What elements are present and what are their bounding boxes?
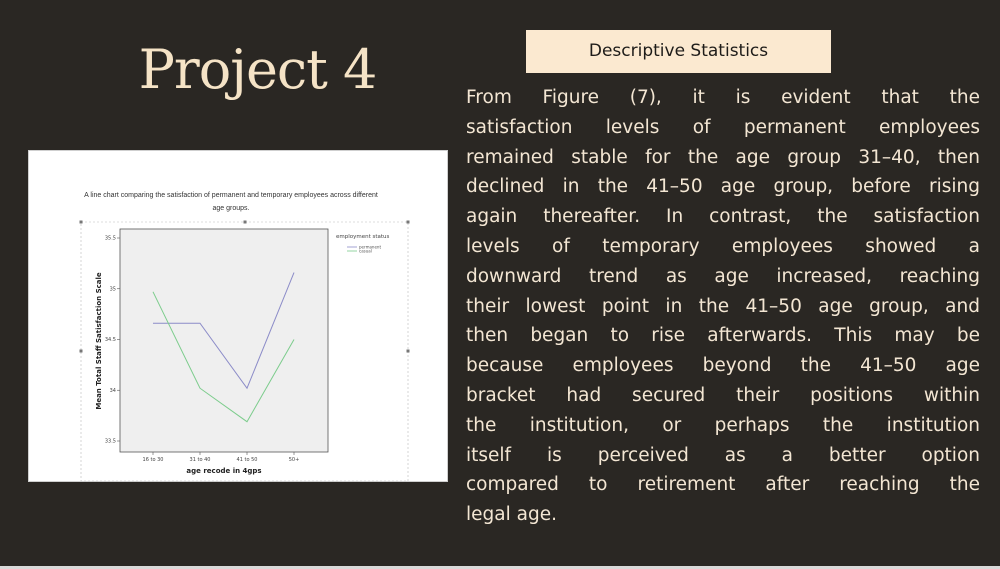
body-line: again thereafter. In contrast, the satis… bbox=[466, 206, 980, 228]
body-line: downward trend as age increased, reachin… bbox=[466, 265, 980, 287]
body-line: levels of temporary employees showed a bbox=[466, 235, 980, 257]
body-line: bracket had secured their positions with… bbox=[466, 384, 980, 406]
series-line-casual bbox=[152, 291, 295, 423]
plot-area bbox=[119, 228, 329, 453]
section-label: Descriptive Statistics bbox=[526, 30, 831, 73]
line-chart-image: A line chart comparing the satisfaction … bbox=[28, 150, 448, 482]
body-line: remained stable for the age group 31–40,… bbox=[466, 146, 980, 168]
body-line: declined in the 41–50 age group, before … bbox=[466, 176, 980, 198]
chart-title: A line chart comparing the satisfaction … bbox=[84, 192, 378, 199]
slide-title: Project 4 bbox=[138, 38, 378, 101]
legend-label-casual: casual bbox=[359, 249, 372, 254]
bottom-strip bbox=[0, 566, 1000, 569]
body-line: legal age. bbox=[466, 504, 557, 526]
y-axis-label: Mean Total Staff Satisfaction Scale bbox=[95, 272, 103, 410]
y-tick-label: 35 bbox=[110, 286, 116, 292]
body-line: because employees beyond the 41–50 age bbox=[466, 355, 980, 377]
x-tick-label: 41 to 50 bbox=[237, 457, 258, 463]
body-line: From Figure (7), it is evident that the bbox=[466, 87, 980, 108]
resize-handle bbox=[243, 220, 247, 224]
y-tick-label: 33.5 bbox=[105, 439, 116, 445]
body-line: the institution, or perhaps the institut… bbox=[466, 414, 980, 436]
resize-handle bbox=[406, 220, 410, 224]
legend-label-permanent: permanent bbox=[359, 245, 381, 250]
body-line: then began to rise afterwards. This may … bbox=[466, 325, 980, 347]
body-line: itself is perceived as a better option bbox=[466, 444, 980, 466]
series-line-permanent bbox=[153, 272, 295, 390]
legend-title: employment status bbox=[336, 234, 390, 240]
line-chart: A line chart comparing the satisfaction … bbox=[79, 192, 410, 482]
y-tick-label: 34 bbox=[110, 388, 116, 394]
x-tick-label: 16 to 30 bbox=[143, 457, 164, 463]
body-paragraph: From Figure (7), it is evident that the s… bbox=[466, 83, 980, 530]
y-tick-label: 34.5 bbox=[105, 337, 116, 343]
x-tick-label: 31 to 40 bbox=[190, 457, 211, 463]
resize-handle bbox=[79, 349, 83, 353]
body-line: satisfaction levels of permanent employe… bbox=[466, 116, 980, 138]
body-line: their lowest point in the 41–50 age grou… bbox=[466, 295, 980, 317]
y-tick-label: 35.5 bbox=[105, 236, 116, 242]
resize-handle bbox=[79, 220, 83, 224]
resize-handle bbox=[406, 349, 410, 353]
x-axis-label: age recode in 4gps bbox=[186, 467, 261, 475]
body-line: compared to retirement after reaching th… bbox=[466, 474, 980, 496]
x-tick-label: 50+ bbox=[289, 457, 300, 463]
chart-title: age groups. bbox=[213, 205, 250, 212]
